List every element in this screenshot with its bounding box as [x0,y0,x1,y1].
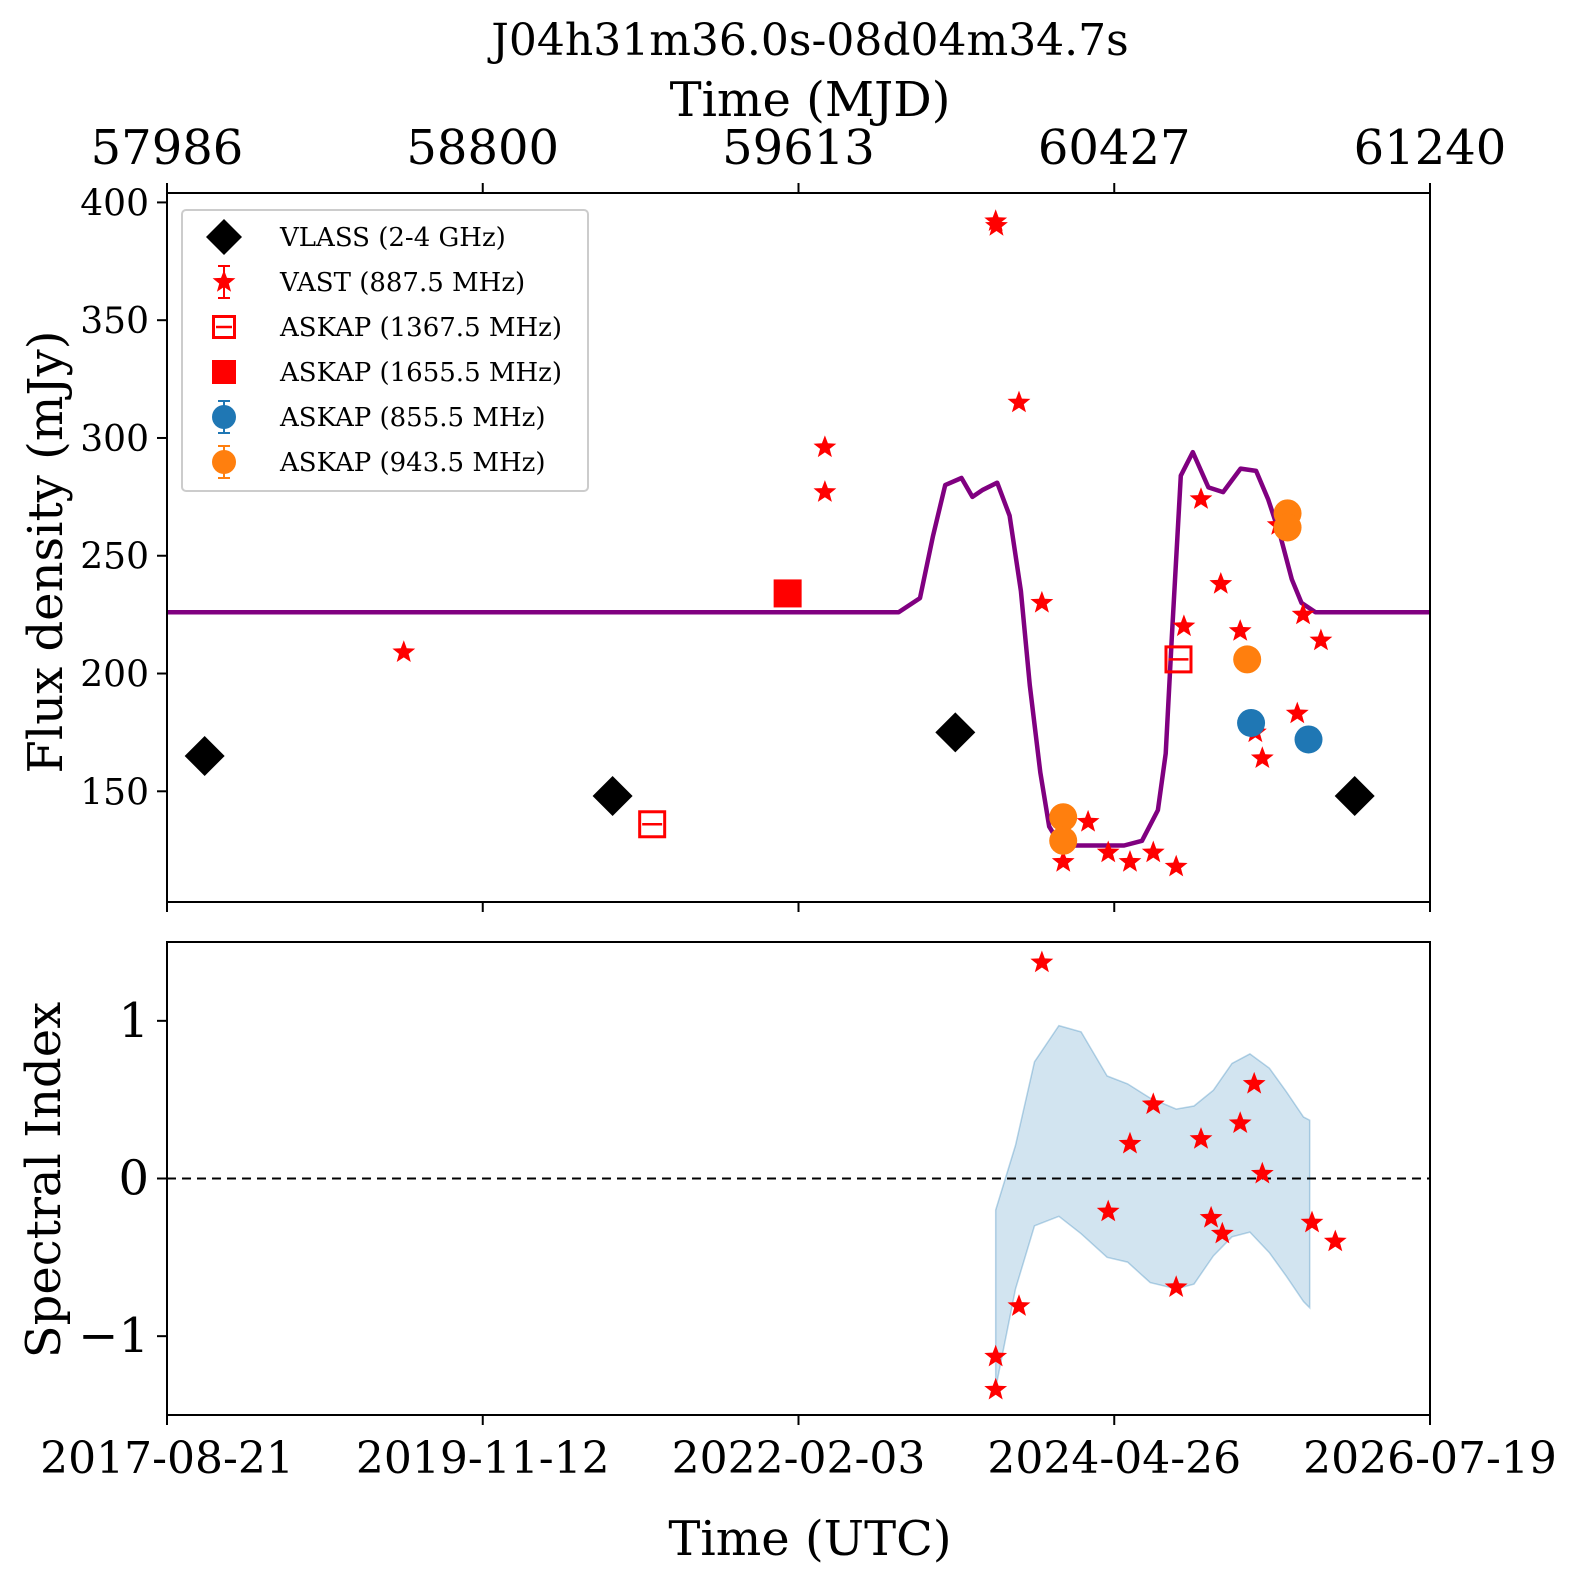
flux-point-s1-2 [813,480,837,502]
spectral-index-point-2 [1007,1294,1031,1316]
flux-point-s3-0 [773,579,802,608]
legend-marker-5 [212,450,236,474]
legend-label-3: ASKAP (1655.5 MHz) [279,358,562,388]
flux-point-s1-16 [1228,619,1252,641]
legend-label-2: ASKAP (1367.5 MHz) [279,313,562,343]
spectral-index-point-1 [984,1377,1008,1400]
legend-label-1: VAST (887.5 MHz) [279,268,525,298]
legend-label-4: ASKAP (855.5 MHz) [279,403,545,433]
flux-point-s4-1 [1294,725,1323,754]
flux-point-s5-4 [1273,513,1302,542]
legend-marker-1 [212,270,236,292]
spectral-index-axis-label: Spectral Index [16,1002,72,1358]
mjd-tick-label-0: 57986 [91,120,244,176]
spectral-index-point-15 [1323,1229,1347,1252]
spectral-index-point-10 [1210,1221,1234,1244]
flux-point-s1-18 [1250,746,1274,768]
utc-tick-label-4: 2026-07-19 [1303,1433,1557,1484]
chart-title: J04h31m36.0s-08d04m34.7s [487,15,1129,66]
mjd-tick-label-1: 58800 [406,120,559,176]
flux-point-s1-4 [985,214,1008,236]
spectral-index-point-3 [1030,950,1054,973]
spectral-index-point-0 [984,1344,1008,1367]
spectral-index-point-8 [1189,1127,1213,1149]
flux-point-s5-0 [1049,803,1078,832]
flux-point-s1-6 [1030,590,1054,613]
flux-point-s1-21 [1291,602,1315,625]
spectral-index-point-9 [1199,1205,1223,1228]
utc-tick-label-0: 2017-08-21 [40,1433,294,1484]
legend: VLASS (2-4 GHz) VAST (887.5 MHz) ASKAP (13… [181,209,589,492]
mjd-tick-label-3: 60427 [1038,120,1191,176]
utc-tick-label-2: 2022-02-03 [672,1433,926,1484]
legend-marker-3-body [212,360,236,384]
flux-panel: 150 200 250 300 350 400 57986 58800 59613 60427 61… [80,120,1506,912]
spectral-ytick-label-0: −1 [78,1308,149,1364]
legend-marker-2-body [212,315,236,339]
spectral-index-point-14 [1300,1210,1324,1233]
legend-frame [181,209,589,492]
flux-point-s4-0 [1237,708,1266,737]
model-curve [167,449,1430,848]
legend-label-0: VLASS (2-4 GHz) [279,223,506,253]
spectral-index-point-5 [1118,1131,1142,1154]
flux-point-s3-0-body [773,579,802,608]
flux-point-s1-10 [1118,850,1142,872]
flux-point-s1-14 [1189,487,1213,509]
flux-point-s2-1-body [1164,645,1193,674]
legend-marker-0 [206,219,242,255]
spectral-ytick-label-2: 1 [118,993,149,1049]
flux-point-s1-7 [1051,850,1075,872]
top-axis-label: Time (MJD) [670,72,951,128]
confidence-band [994,1024,1311,1389]
flux-point-s0-0 [184,735,225,776]
flux-ytick-label-1: 200 [80,655,149,696]
flux-point-s2-1 [1164,645,1193,674]
flux-point-s1-0 [392,640,416,662]
flux-ytick-label-0: 150 [80,772,149,813]
flux-point-s1-9 [1096,840,1120,863]
flux-ytick-label-4: 350 [80,301,149,342]
spectral-index-panel: −1 0 1 2017-08-21 2019-11-12 2022-02-03 2024-0… [40,941,1557,1484]
legend-marker-3 [212,360,236,384]
flux-ytick-label-2: 250 [80,537,149,578]
flux-point-s0-1 [592,776,633,817]
flux-point-s1-22 [1309,628,1333,651]
spectral-index-point-12 [1242,1071,1266,1094]
flux-point-s0-3 [1334,776,1375,817]
utc-tick-label-3: 2024-04-26 [987,1433,1241,1484]
legend-marker-2 [212,315,236,339]
flux-point-s1-20 [1285,701,1309,724]
spectral-index-point-6 [1141,1092,1165,1115]
mjd-tick-label-2: 59613 [722,120,875,176]
flux-point-s1-8 [1076,809,1100,832]
flux-point-s1-15 [1209,572,1233,594]
spectral-index-point-4 [1096,1199,1120,1222]
flux-point-s1-5 [1007,390,1031,413]
utc-tick-label-1: 2019-11-12 [356,1433,610,1484]
flux-point-s2-0-body [638,810,667,839]
flux-point-s1-13 [1172,614,1196,637]
flux-point-s1-1 [813,435,837,458]
flux-point-s2-0 [638,810,667,839]
flux-ytick-label-5: 400 [80,183,149,224]
legend-label-5: ASKAP (943.5 MHz) [279,448,545,478]
flux-point-s5-1 [1049,826,1078,855]
spectral-index-point-7 [1164,1275,1188,1297]
mjd-tick-label-4: 61240 [1354,120,1507,176]
flux-point-s1-11 [1141,840,1165,863]
bottom-axis-label: Time (UTC) [668,1511,951,1567]
spectral-index-point-11 [1228,1111,1252,1133]
flux-point-s0-2 [935,712,976,753]
spectral-index-point-13 [1250,1161,1274,1184]
flux-axis-label: Flux density (mJy) [18,331,74,774]
flux-ytick-label-3: 300 [80,419,149,460]
spectral-ytick-label-1: 0 [118,1151,149,1207]
flux-point-s1-12 [1164,854,1188,877]
legend-marker-4 [212,405,236,429]
flux-point-s5-2 [1233,645,1262,674]
